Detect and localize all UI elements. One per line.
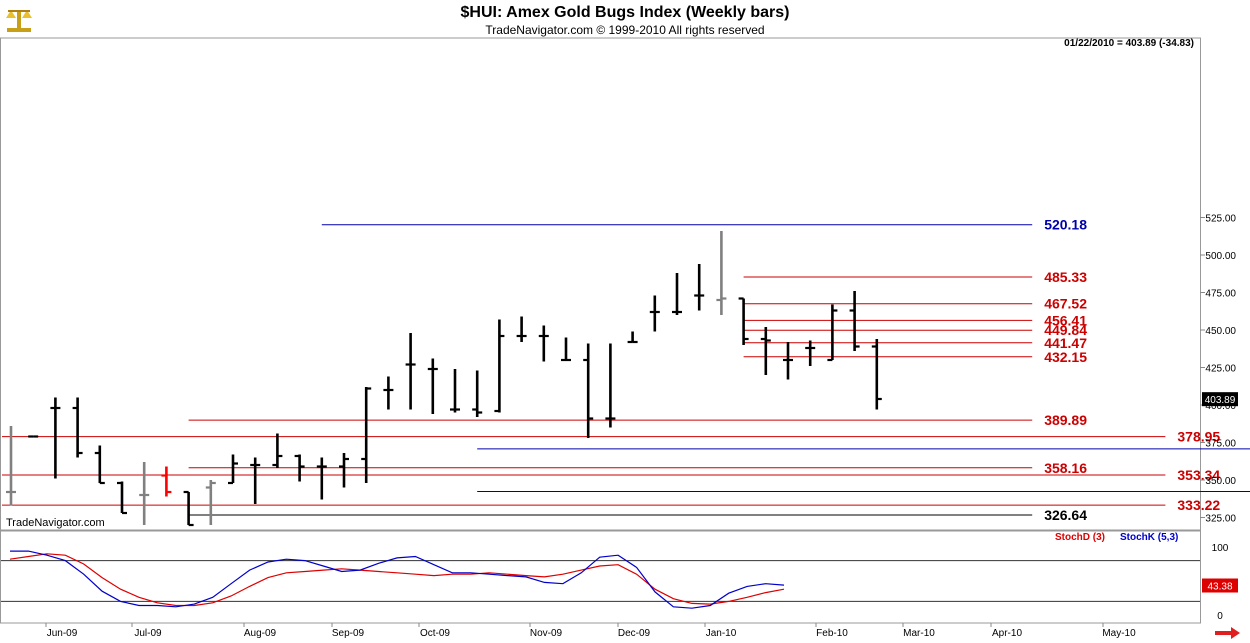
gold-scale-icon [6, 10, 32, 32]
level-label: 456.41 [1044, 312, 1087, 328]
x-tick-label: Oct-09 [420, 628, 450, 639]
y-tick-label: 400.00 [1205, 401, 1236, 412]
level-label: 353.34 [1177, 467, 1220, 483]
x-tick-label: Sep-09 [332, 628, 365, 639]
price-panel-frame [0, 37, 1201, 531]
stoch-series-line [9, 553, 785, 607]
stoch-last-value-box [1202, 578, 1238, 593]
legend-stochd: StochD (3) [1055, 532, 1105, 543]
last-price-label: 403.89 [1205, 395, 1236, 406]
level-label: 441.47 [1044, 335, 1087, 351]
level-label: 467.52 [1044, 296, 1087, 312]
y-tick-label: 375.00 [1205, 439, 1236, 450]
y-tick-label: 325.00 [1205, 514, 1236, 525]
x-tick-label: Mar-10 [903, 628, 935, 639]
y-tick-label: 525.00 [1205, 214, 1236, 225]
level-label: 449.84 [1044, 322, 1087, 338]
chart-title: $HUI: Amex Gold Bugs Index (Weekly bars) [460, 4, 790, 21]
stoch-series-line [10, 550, 785, 609]
x-tick-label: May-10 [1102, 628, 1136, 639]
date-x-axis: Jun-09 Jul-09 Aug-09 Sep-09 Oct-09 Nov-09 Dec-… [45, 623, 1136, 639]
level-label: 520.18 [1044, 217, 1087, 233]
level-label: 485.33 [1044, 269, 1087, 285]
y-tick-label: 350.00 [1205, 476, 1236, 487]
x-tick-label: Feb-10 [816, 628, 848, 639]
stoch-panel-frame [0, 530, 1201, 624]
x-tick-label: Jul-09 [134, 628, 162, 639]
price-y-axis: 325.00 350.00 375.00 400.00 425.00 450.00 475.… [1200, 214, 1238, 525]
x-tick-label: Aug-09 [244, 628, 277, 639]
stoch-y-label: 100 [1212, 543, 1229, 554]
level-lines: 520.18 485.33 467.52456.41449.84441.47432.… [2, 217, 1250, 523]
price-bars [6, 231, 882, 527]
legend-stochk: StochK (5,3) [1120, 532, 1179, 543]
panel-frames [0, 37, 1201, 624]
last-price-box [1202, 392, 1238, 407]
y-tick-label: 450.00 [1205, 326, 1236, 337]
x-tick-label: Nov-09 [530, 628, 563, 639]
x-tick-label: Dec-09 [618, 628, 651, 639]
level-label: 358.16 [1044, 460, 1087, 476]
x-tick-label: Jun-09 [47, 628, 78, 639]
stoch-y-label: 0 [1217, 611, 1223, 622]
y-tick-label: 500.00 [1205, 251, 1236, 262]
level-label: 378.95 [1177, 429, 1220, 445]
y-tick-label: 475.00 [1205, 289, 1236, 300]
price-readout: 01/22/2010 = 403.89 (-34.83) [1064, 38, 1194, 49]
watermark: TradeNavigator.com [6, 517, 105, 529]
level-label: 432.15 [1044, 349, 1087, 365]
chart-subtitle: TradeNavigator.com © 1999-2010 All right… [485, 23, 765, 37]
level-label: 326.64 [1044, 507, 1087, 523]
x-tick-label: Jan-10 [706, 628, 737, 639]
x-tick-label: Apr-10 [992, 628, 1022, 639]
y-tick-label: 425.00 [1205, 364, 1236, 375]
level-label: 389.89 [1044, 412, 1087, 428]
stoch-last-value-label: 43.38 [1207, 582, 1232, 593]
scroll-right-arrow-icon[interactable] [1213, 626, 1241, 640]
stochastics-panel: 0 100 43.38 [1, 543, 1238, 622]
level-label: 333.22 [1177, 497, 1220, 513]
